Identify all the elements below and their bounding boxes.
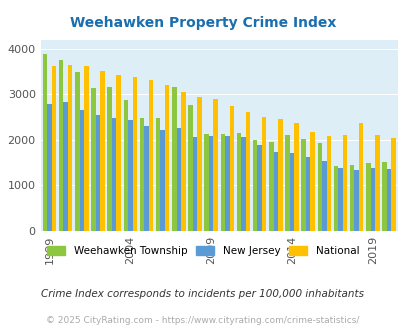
Bar	[317, 143, 321, 231]
Bar	[370, 168, 374, 231]
Bar	[358, 123, 362, 231]
Bar	[269, 142, 273, 231]
Legend: Weehawken Township, New Jersey, National: Weehawken Township, New Jersey, National	[43, 242, 362, 260]
Bar	[188, 105, 192, 231]
Bar	[365, 163, 370, 231]
Bar	[79, 110, 84, 231]
Bar	[386, 170, 390, 231]
Bar	[132, 77, 137, 231]
Bar	[220, 134, 224, 231]
Bar	[47, 104, 51, 231]
Bar	[128, 120, 132, 231]
Bar	[172, 87, 176, 231]
Bar	[91, 88, 96, 231]
Bar	[261, 116, 266, 231]
Bar	[229, 106, 234, 231]
Bar	[156, 118, 160, 231]
Bar	[209, 136, 213, 231]
Bar	[273, 152, 277, 231]
Bar	[96, 115, 100, 231]
Text: Crime Index corresponds to incidents per 100,000 inhabitants: Crime Index corresponds to incidents per…	[41, 289, 364, 299]
Bar	[381, 162, 386, 231]
Bar	[164, 85, 169, 231]
Bar	[349, 165, 354, 231]
Bar	[181, 92, 185, 231]
Bar	[236, 133, 241, 231]
Bar	[100, 71, 104, 231]
Bar	[277, 119, 282, 231]
Bar	[68, 65, 72, 231]
Bar	[51, 66, 56, 231]
Bar	[59, 60, 63, 231]
Bar	[204, 134, 209, 231]
Bar	[310, 132, 314, 231]
Bar	[123, 100, 128, 231]
Bar	[192, 137, 197, 231]
Bar	[148, 80, 153, 231]
Bar	[160, 130, 164, 231]
Bar	[139, 117, 144, 231]
Bar	[301, 139, 305, 231]
Bar	[197, 97, 201, 231]
Bar	[305, 157, 310, 231]
Bar	[144, 126, 148, 231]
Bar	[84, 66, 88, 231]
Bar	[284, 135, 289, 231]
Bar	[75, 72, 79, 231]
Bar	[257, 145, 261, 231]
Text: Weehawken Property Crime Index: Weehawken Property Crime Index	[70, 16, 335, 30]
Text: © 2025 CityRating.com - https://www.cityrating.com/crime-statistics/: © 2025 CityRating.com - https://www.city…	[46, 316, 359, 325]
Bar	[43, 54, 47, 231]
Bar	[116, 75, 121, 231]
Bar	[224, 136, 229, 231]
Bar	[289, 152, 294, 231]
Bar	[176, 128, 181, 231]
Bar	[337, 168, 342, 231]
Bar	[390, 138, 395, 231]
Bar	[252, 140, 257, 231]
Bar	[245, 112, 249, 231]
Bar	[213, 99, 217, 231]
Bar	[107, 86, 112, 231]
Bar	[241, 137, 245, 231]
Bar	[63, 102, 68, 231]
Bar	[294, 122, 298, 231]
Bar	[326, 136, 330, 231]
Bar	[342, 135, 346, 231]
Bar	[374, 135, 379, 231]
Bar	[321, 161, 326, 231]
Bar	[333, 166, 337, 231]
Bar	[112, 117, 116, 231]
Bar	[354, 170, 358, 231]
